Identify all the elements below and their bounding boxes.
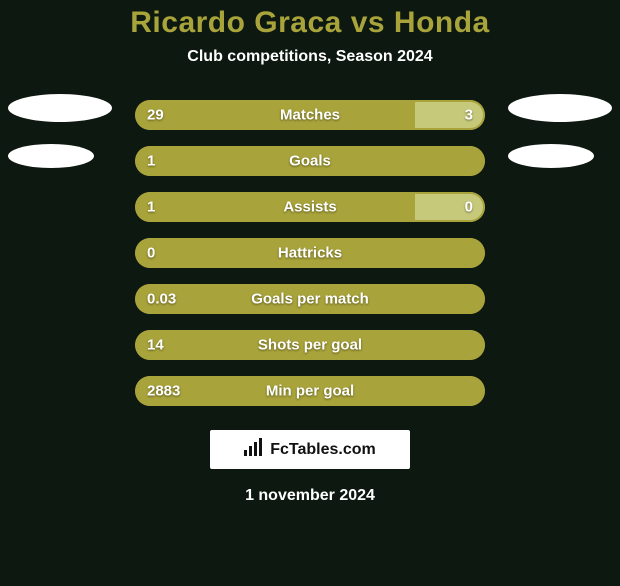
player1-value: 29 (147, 107, 164, 124)
stat-label: Shots per goal (258, 337, 362, 354)
comparison-chart: 29 Matches 3 1 Goals 1 Assists 0 0 Hattricks 0.03 G… (0, 100, 620, 406)
source-text: FcTables.com (270, 441, 376, 459)
image-placeholder (508, 94, 612, 122)
player1-segment (135, 192, 415, 222)
player1-value: 1 (147, 199, 155, 216)
player1-value: 2883 (147, 383, 180, 400)
image-placeholder (8, 94, 112, 122)
chart-date: 1 november 2024 (0, 487, 620, 505)
image-placeholder (8, 144, 94, 168)
player2-image-placeholders (508, 94, 612, 168)
player1-value: 0 (147, 245, 155, 262)
stat-row: 0.03 Goals per match (135, 284, 485, 314)
image-placeholder (508, 144, 594, 168)
stat-row: 2883 Min per goal (135, 376, 485, 406)
stat-row: 1 Assists 0 (135, 192, 485, 222)
player1-image-placeholders (8, 94, 112, 168)
source-attribution: FcTables.com (210, 430, 410, 469)
stat-label: Goals (289, 153, 331, 170)
player1-segment (135, 100, 415, 130)
player1-value: 1 (147, 153, 155, 170)
subtitle: Club competitions, Season 2024 (0, 48, 620, 66)
stat-label: Hattricks (278, 245, 342, 262)
stat-label: Goals per match (251, 291, 369, 308)
page-title: Ricardo Graca vs Honda (0, 6, 620, 40)
chart-icon (244, 438, 264, 461)
player2-value: 3 (465, 107, 473, 124)
player1-value: 0.03 (147, 291, 176, 308)
stat-row: 0 Hattricks (135, 238, 485, 268)
stat-row: 14 Shots per goal (135, 330, 485, 360)
stat-label: Matches (280, 107, 340, 124)
player2-segment (415, 100, 485, 130)
stat-row: 1 Goals (135, 146, 485, 176)
stat-label: Min per goal (266, 383, 354, 400)
player2-value: 0 (465, 199, 473, 216)
player2-segment (415, 192, 485, 222)
stat-label: Assists (283, 199, 336, 216)
stat-bars: 29 Matches 3 1 Goals 1 Assists 0 0 Hattricks 0.03 G… (135, 100, 485, 406)
player1-value: 14 (147, 337, 164, 354)
stat-row: 29 Matches 3 (135, 100, 485, 130)
